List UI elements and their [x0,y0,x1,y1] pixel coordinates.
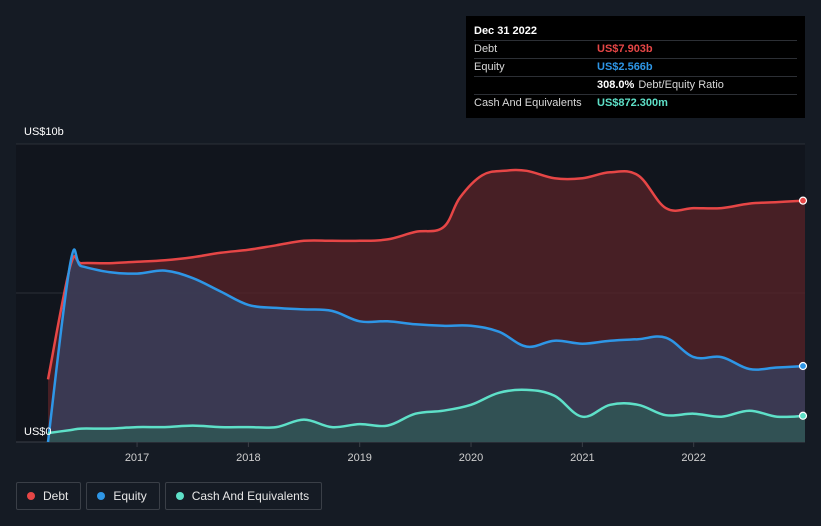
tooltip-ratio-label: Debt/Equity Ratio [638,79,724,91]
legend-label: Equity [113,489,147,503]
y-axis-top-label: US$10b [24,126,64,138]
cash-line [47,388,806,435]
series-areas [48,170,805,442]
tooltip-row-debt: Debt US$7.903b [474,40,797,58]
x-tick-label: 2017 [125,452,149,464]
x-axis-ticks: 2017 2018 2019 2020 2021 2022 [125,442,706,464]
debt-dot-icon [27,492,35,500]
tooltip-value: US$872.300m [597,97,668,109]
tooltip-label: Equity [474,61,505,73]
tooltip-row-cash: Cash And Equivalents US$872.300m [474,94,797,112]
cash-endpoint [798,411,808,420]
tooltip-label: Debt [474,43,498,55]
tooltip-value: US$7.903b [597,43,653,55]
debt-line [46,168,806,380]
debt-endpoint [798,196,808,205]
legend: Debt Equity Cash And Equivalents [16,482,323,510]
tooltip-value: US$2.566b [597,61,653,73]
y-axis-bottom-label: US$0 [24,426,52,438]
legend-item-debt[interactable]: Debt [16,482,82,510]
x-tick-label: 2020 [459,452,483,464]
tooltip-label: Cash And Equivalents [474,97,582,109]
x-tick-label: 2022 [681,452,705,464]
x-tick-label: 2019 [347,452,371,464]
tooltip-date: Dec 31 2022 [474,25,537,37]
cash-dot-icon [175,492,184,500]
tooltip-label [474,77,597,94]
tooltip-value: 308.0% [597,79,635,91]
tooltip: Dec 31 2022 Debt US$7.903b Equity US$2.5… [466,16,805,118]
legend-item-equity[interactable]: Equity [86,482,160,510]
equity-line [46,248,806,443]
equity-area [48,249,805,442]
tooltip-row-equity: Equity US$2.566b [474,58,797,76]
legend-label: Cash And Equivalents [191,489,310,503]
legend-item-cash[interactable]: Cash And Equivalents [164,482,323,510]
series-endpoints [798,196,808,420]
equity-endpoint [798,361,808,371]
tooltip-row-ratio: 308.0% Debt/Equity Ratio [474,76,797,94]
series-lines [46,168,806,443]
cash-area [48,389,805,442]
x-tick-label: 2018 [236,452,260,464]
equity-dot-icon [97,492,106,500]
x-tick-label: 2021 [570,452,594,464]
legend-label: Debt [43,489,69,503]
